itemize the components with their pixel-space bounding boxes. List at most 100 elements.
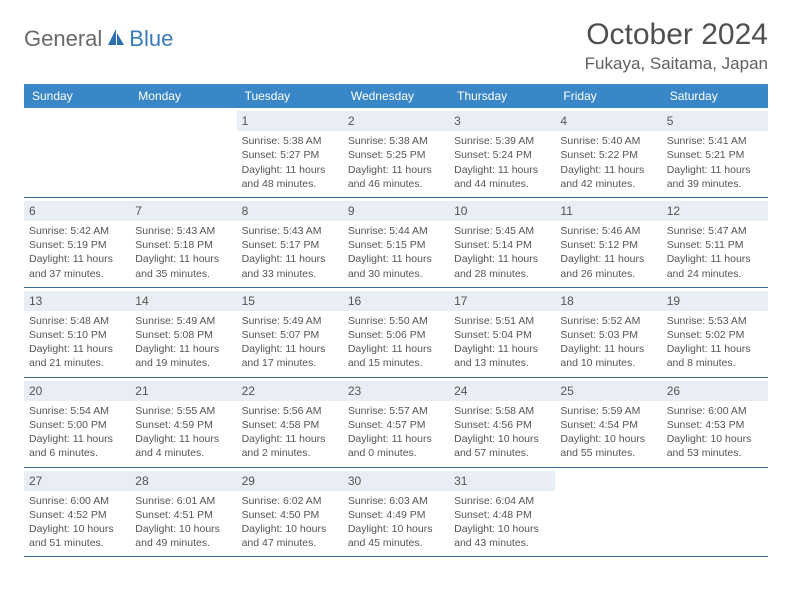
day-number: 2 (343, 111, 449, 131)
day-detail-line: Sunset: 4:53 PM (667, 418, 763, 432)
day-cell: 29Sunrise: 6:02 AMSunset: 4:50 PMDayligh… (237, 468, 343, 557)
day-cell: 1Sunrise: 5:38 AMSunset: 5:27 PMDaylight… (237, 108, 343, 197)
day-cell: 3Sunrise: 5:39 AMSunset: 5:24 PMDaylight… (449, 108, 555, 197)
week-row: 27Sunrise: 6:00 AMSunset: 4:52 PMDayligh… (24, 468, 768, 558)
day-detail-line: Sunrise: 5:39 AM (454, 134, 550, 148)
day-detail-line: Daylight: 11 hours and 48 minutes. (242, 163, 338, 191)
day-cell (662, 468, 768, 557)
day-detail-line: Sunset: 5:17 PM (242, 238, 338, 252)
day-detail-line: Daylight: 11 hours and 30 minutes. (348, 252, 444, 280)
day-detail-line: Sunrise: 5:38 AM (242, 134, 338, 148)
day-details: Sunrise: 6:01 AMSunset: 4:51 PMDaylight:… (134, 494, 232, 551)
day-detail-line: Daylight: 10 hours and 49 minutes. (135, 522, 231, 550)
day-detail-line: Sunrise: 5:48 AM (29, 314, 125, 328)
day-number: 27 (24, 471, 130, 491)
dow-cell: Saturday (662, 84, 768, 108)
day-details: Sunrise: 5:38 AMSunset: 5:27 PMDaylight:… (241, 134, 339, 191)
day-cell: 31Sunrise: 6:04 AMSunset: 4:48 PMDayligh… (449, 468, 555, 557)
day-detail-line: Daylight: 10 hours and 51 minutes. (29, 522, 125, 550)
day-detail-line: Daylight: 10 hours and 57 minutes. (454, 432, 550, 460)
day-details: Sunrise: 5:57 AMSunset: 4:57 PMDaylight:… (347, 404, 445, 461)
weeks-container: 1Sunrise: 5:38 AMSunset: 5:27 PMDaylight… (24, 108, 768, 557)
day-detail-line: Sunset: 5:22 PM (560, 148, 656, 162)
day-detail-line: Daylight: 11 hours and 39 minutes. (667, 163, 763, 191)
day-cell: 7 Sunrise: 5:43 AMSunset: 5:18 PMDaylight… (130, 198, 236, 287)
day-detail-line: Sunset: 5:21 PM (667, 148, 763, 162)
day-detail-line: Sunset: 5:10 PM (29, 328, 125, 342)
day-details: Sunrise: 6:04 AMSunset: 4:48 PMDaylight:… (453, 494, 551, 551)
day-cell: 27Sunrise: 6:00 AMSunset: 4:52 PMDayligh… (24, 468, 130, 557)
day-detail-line: Sunrise: 5:46 AM (560, 224, 656, 238)
day-detail-line: Daylight: 11 hours and 2 minutes. (242, 432, 338, 460)
day-detail-line: Daylight: 11 hours and 28 minutes. (454, 252, 550, 280)
day-cell (130, 108, 236, 197)
week-row: 20Sunrise: 5:54 AMSunset: 5:00 PMDayligh… (24, 378, 768, 468)
day-detail-line: Sunrise: 5:45 AM (454, 224, 550, 238)
day-details: Sunrise: 5:39 AMSunset: 5:24 PMDaylight:… (453, 134, 551, 191)
day-detail-line: Sunrise: 5:57 AM (348, 404, 444, 418)
day-details: Sunrise: 5:44 AMSunset: 5:15 PMDaylight:… (347, 224, 445, 281)
day-detail-line: Sunset: 5:00 PM (29, 418, 125, 432)
dow-cell: Tuesday (237, 84, 343, 108)
header: General Blue October 2024 Fukaya, Saitam… (24, 18, 768, 74)
day-cell: 20 Sunrise: 5:54 AMSunset: 5:00 PMDayligh… (24, 378, 130, 467)
day-number: 5 (662, 111, 768, 131)
day-cell (24, 108, 130, 197)
title-block: October 2024 Fukaya, Saitama, Japan (585, 18, 768, 74)
day-detail-line: Sunset: 5:06 PM (348, 328, 444, 342)
day-detail-line: Sunset: 5:25 PM (348, 148, 444, 162)
day-details: Sunrise: 5:49 AMSunset: 5:08 PMDaylight:… (134, 314, 232, 371)
day-detail-line: Sunset: 5:08 PM (135, 328, 231, 342)
day-number: 12 (662, 201, 768, 221)
day-number: 18 (555, 291, 661, 311)
day-details: Sunrise: 5:58 AMSunset: 4:56 PMDaylight:… (453, 404, 551, 461)
day-detail-line: Sunrise: 5:49 AM (135, 314, 231, 328)
day-details: Sunrise: 5:50 AMSunset: 5:06 PMDaylight:… (347, 314, 445, 371)
day-detail-line: Daylight: 11 hours and 6 minutes. (29, 432, 125, 460)
day-number: 20 (24, 381, 130, 401)
dow-cell: Sunday (24, 84, 130, 108)
day-detail-line: Sunrise: 5:41 AM (667, 134, 763, 148)
week-row: 1Sunrise: 5:38 AMSunset: 5:27 PMDaylight… (24, 108, 768, 198)
day-detail-line: Daylight: 11 hours and 17 minutes. (242, 342, 338, 370)
day-number (662, 471, 768, 491)
day-detail-line: Sunrise: 5:54 AM (29, 404, 125, 418)
calendar-page: General Blue October 2024 Fukaya, Saitam… (0, 0, 792, 575)
day-details: Sunrise: 5:51 AMSunset: 5:04 PMDaylight:… (453, 314, 551, 371)
day-cell (555, 468, 661, 557)
day-detail-line: Daylight: 11 hours and 42 minutes. (560, 163, 656, 191)
dow-cell: Wednesday (343, 84, 449, 108)
day-number: 15 (237, 291, 343, 311)
day-detail-line: Daylight: 11 hours and 37 minutes. (29, 252, 125, 280)
day-details: Sunrise: 5:43 AMSunset: 5:17 PMDaylight:… (241, 224, 339, 281)
day-detail-line: Daylight: 11 hours and 26 minutes. (560, 252, 656, 280)
day-detail-line: Daylight: 10 hours and 43 minutes. (454, 522, 550, 550)
day-detail-line: Sunrise: 6:02 AM (242, 494, 338, 508)
day-detail-line: Sunset: 5:02 PM (667, 328, 763, 342)
day-number: 13 (24, 291, 130, 311)
day-number: 22 (237, 381, 343, 401)
day-details: Sunrise: 5:43 AMSunset: 5:18 PMDaylight:… (134, 224, 232, 281)
calendar-grid: SundayMondayTuesdayWednesdayThursdayFrid… (24, 84, 768, 557)
day-number: 7 (130, 201, 236, 221)
day-cell: 8Sunrise: 5:43 AMSunset: 5:17 PMDaylight… (237, 198, 343, 287)
day-details: Sunrise: 6:02 AMSunset: 4:50 PMDaylight:… (241, 494, 339, 551)
day-detail-line: Daylight: 11 hours and 24 minutes. (667, 252, 763, 280)
day-detail-line: Daylight: 11 hours and 8 minutes. (667, 342, 763, 370)
day-detail-line: Sunset: 4:54 PM (560, 418, 656, 432)
day-details: Sunrise: 5:48 AMSunset: 5:10 PMDaylight:… (28, 314, 126, 371)
day-cell: 24 Sunrise: 5:58 AMSunset: 4:56 PMDayligh… (449, 378, 555, 467)
day-details: Sunrise: 5:40 AMSunset: 5:22 PMDaylight:… (559, 134, 657, 191)
day-detail-line: Daylight: 11 hours and 0 minutes. (348, 432, 444, 460)
location-subtitle: Fukaya, Saitama, Japan (585, 54, 768, 74)
day-detail-line: Sunrise: 6:01 AM (135, 494, 231, 508)
day-details: Sunrise: 5:59 AMSunset: 4:54 PMDaylight:… (559, 404, 657, 461)
day-number: 9 (343, 201, 449, 221)
day-number: 24 (449, 381, 555, 401)
day-cell: 22Sunrise: 5:56 AMSunset: 4:58 PMDayligh… (237, 378, 343, 467)
day-number (24, 111, 130, 131)
logo-text-blue: Blue (129, 26, 173, 52)
day-cell: 9 Sunrise: 5:44 AMSunset: 5:15 PMDaylight… (343, 198, 449, 287)
day-number: 21 (130, 381, 236, 401)
day-detail-line: Daylight: 11 hours and 19 minutes. (135, 342, 231, 370)
